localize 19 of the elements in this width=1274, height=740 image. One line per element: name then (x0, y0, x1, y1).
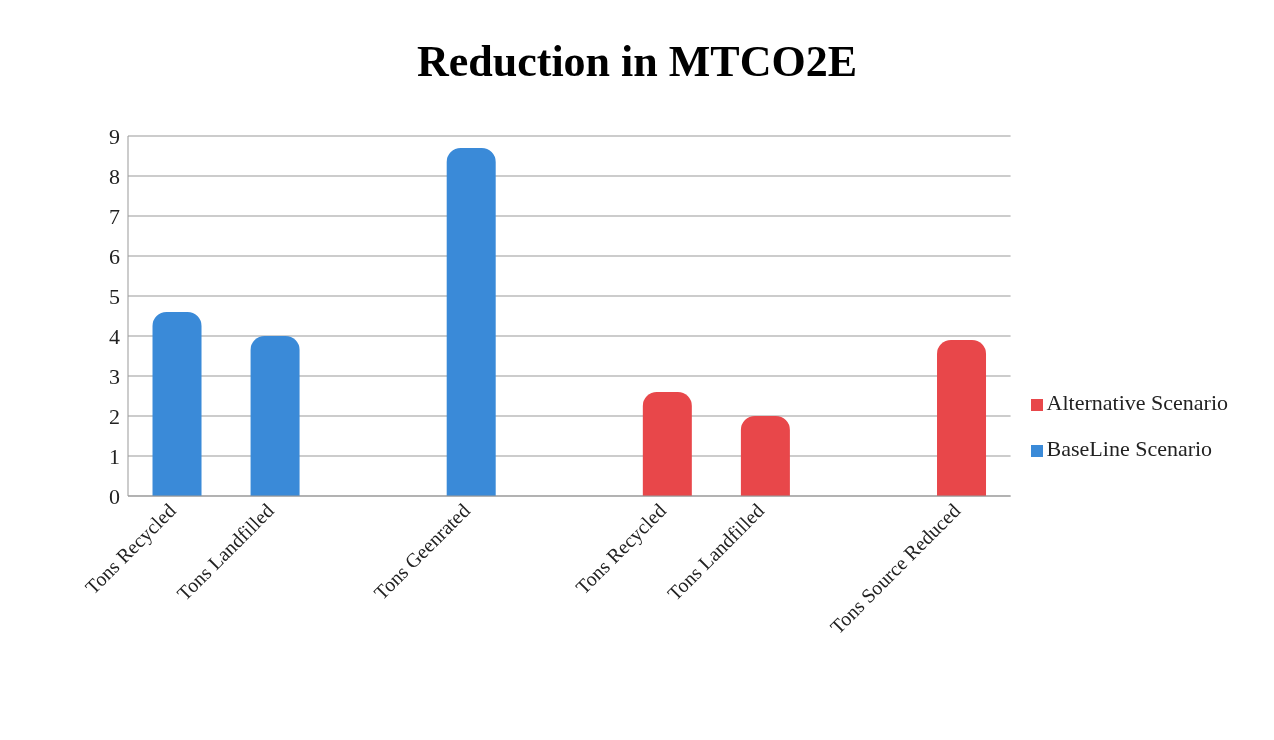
y-tick-label: 9 (109, 123, 120, 149)
bar (740, 416, 790, 496)
bar (937, 340, 987, 496)
y-tick-label: 6 (109, 243, 120, 269)
legend-label: BaseLine Scenario (1046, 436, 1213, 461)
y-tick-label: 7 (109, 203, 120, 229)
y-tick-label: 4 (109, 323, 120, 349)
y-tick-label: 8 (109, 163, 120, 189)
bar (152, 312, 202, 496)
y-tick-label: 1 (109, 443, 120, 469)
y-tick-label: 3 (109, 363, 120, 389)
bar (642, 392, 692, 496)
chart-title: Reduction in MTCO2E (415, 36, 858, 88)
legend-label: Alternative Scenario (1046, 390, 1228, 415)
bar (446, 148, 496, 496)
y-tick-label: 5 (109, 283, 120, 309)
bar (250, 336, 300, 496)
y-tick-label: 2 (109, 403, 120, 429)
y-tick-label: 0 (109, 483, 120, 509)
